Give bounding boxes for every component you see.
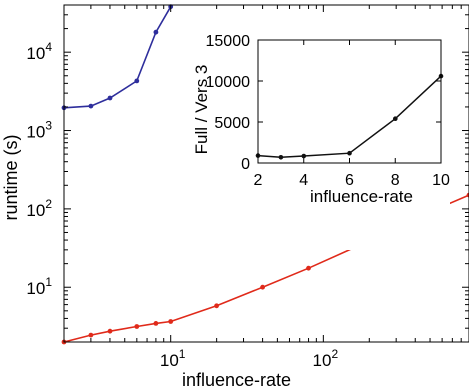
main-series-1-point (466, 192, 469, 198)
inset-series-point (301, 153, 307, 159)
inset-ticks-layer (257, 39, 442, 164)
main-plot-frame (63, 4, 469, 343)
main-y-tick-label: 103 (26, 119, 52, 142)
main-series-1-point (260, 284, 265, 290)
main-series-1-point (214, 303, 220, 309)
main-y-tick-label: 104 (26, 40, 52, 63)
main-series-1-point (134, 324, 140, 329)
inset-y-tick-label: 5000 (214, 115, 250, 132)
inset-y-tick-label: 15000 (206, 33, 251, 50)
main-x-tick-label: 101 (160, 347, 186, 370)
inset-x-tick-label: 10 (432, 172, 450, 189)
inset-series-point (393, 116, 398, 121)
main-y-axis-label: runtime (s) (1, 134, 21, 220)
main-series-1-point (107, 328, 113, 334)
inset-y-tick-label: 0 (241, 156, 250, 173)
main-series-0-point (134, 78, 140, 84)
inset-x-tick-label: 2 (254, 172, 263, 189)
main-series-1-point (168, 319, 174, 324)
inset-series-line (257, 75, 442, 159)
main-x-tick-label: 102 (313, 347, 339, 370)
main-series-0-point (153, 29, 159, 35)
inset-x-tick-label: 4 (299, 172, 308, 189)
inset-y-tick-label: 10000 (206, 74, 251, 91)
main-series-0-point (88, 103, 94, 109)
main-y-tick-label: 102 (26, 197, 52, 220)
main-series-0-line (63, 6, 172, 109)
inset-x-tick-label: 8 (391, 172, 400, 189)
inset-background (188, 26, 450, 250)
main-series-1-point (88, 332, 94, 338)
inset-x-axis-label: influence-rate (310, 187, 413, 206)
inset-y-axis-label: Full / Vers 3 (192, 65, 211, 155)
inset-x-tick-label: 6 (345, 172, 354, 189)
main-series-0-point (107, 95, 113, 101)
inset-chart: 2 4 6 8 10 0 5000 10000 15000 influence-rate Ful… (188, 26, 450, 250)
main-series-1-point (306, 265, 311, 271)
main-x-axis-label: influence-rate (182, 370, 291, 390)
inset-tick-labels-layer: 2 4 6 8 10 0 5000 10000 15000 (206, 33, 451, 189)
inset-series-point (278, 155, 284, 160)
main-ticks-layer (63, 4, 469, 343)
main-series-1-point (153, 321, 159, 326)
main-y-tick-label: 101 (26, 275, 52, 298)
inset-series-point (347, 150, 352, 156)
